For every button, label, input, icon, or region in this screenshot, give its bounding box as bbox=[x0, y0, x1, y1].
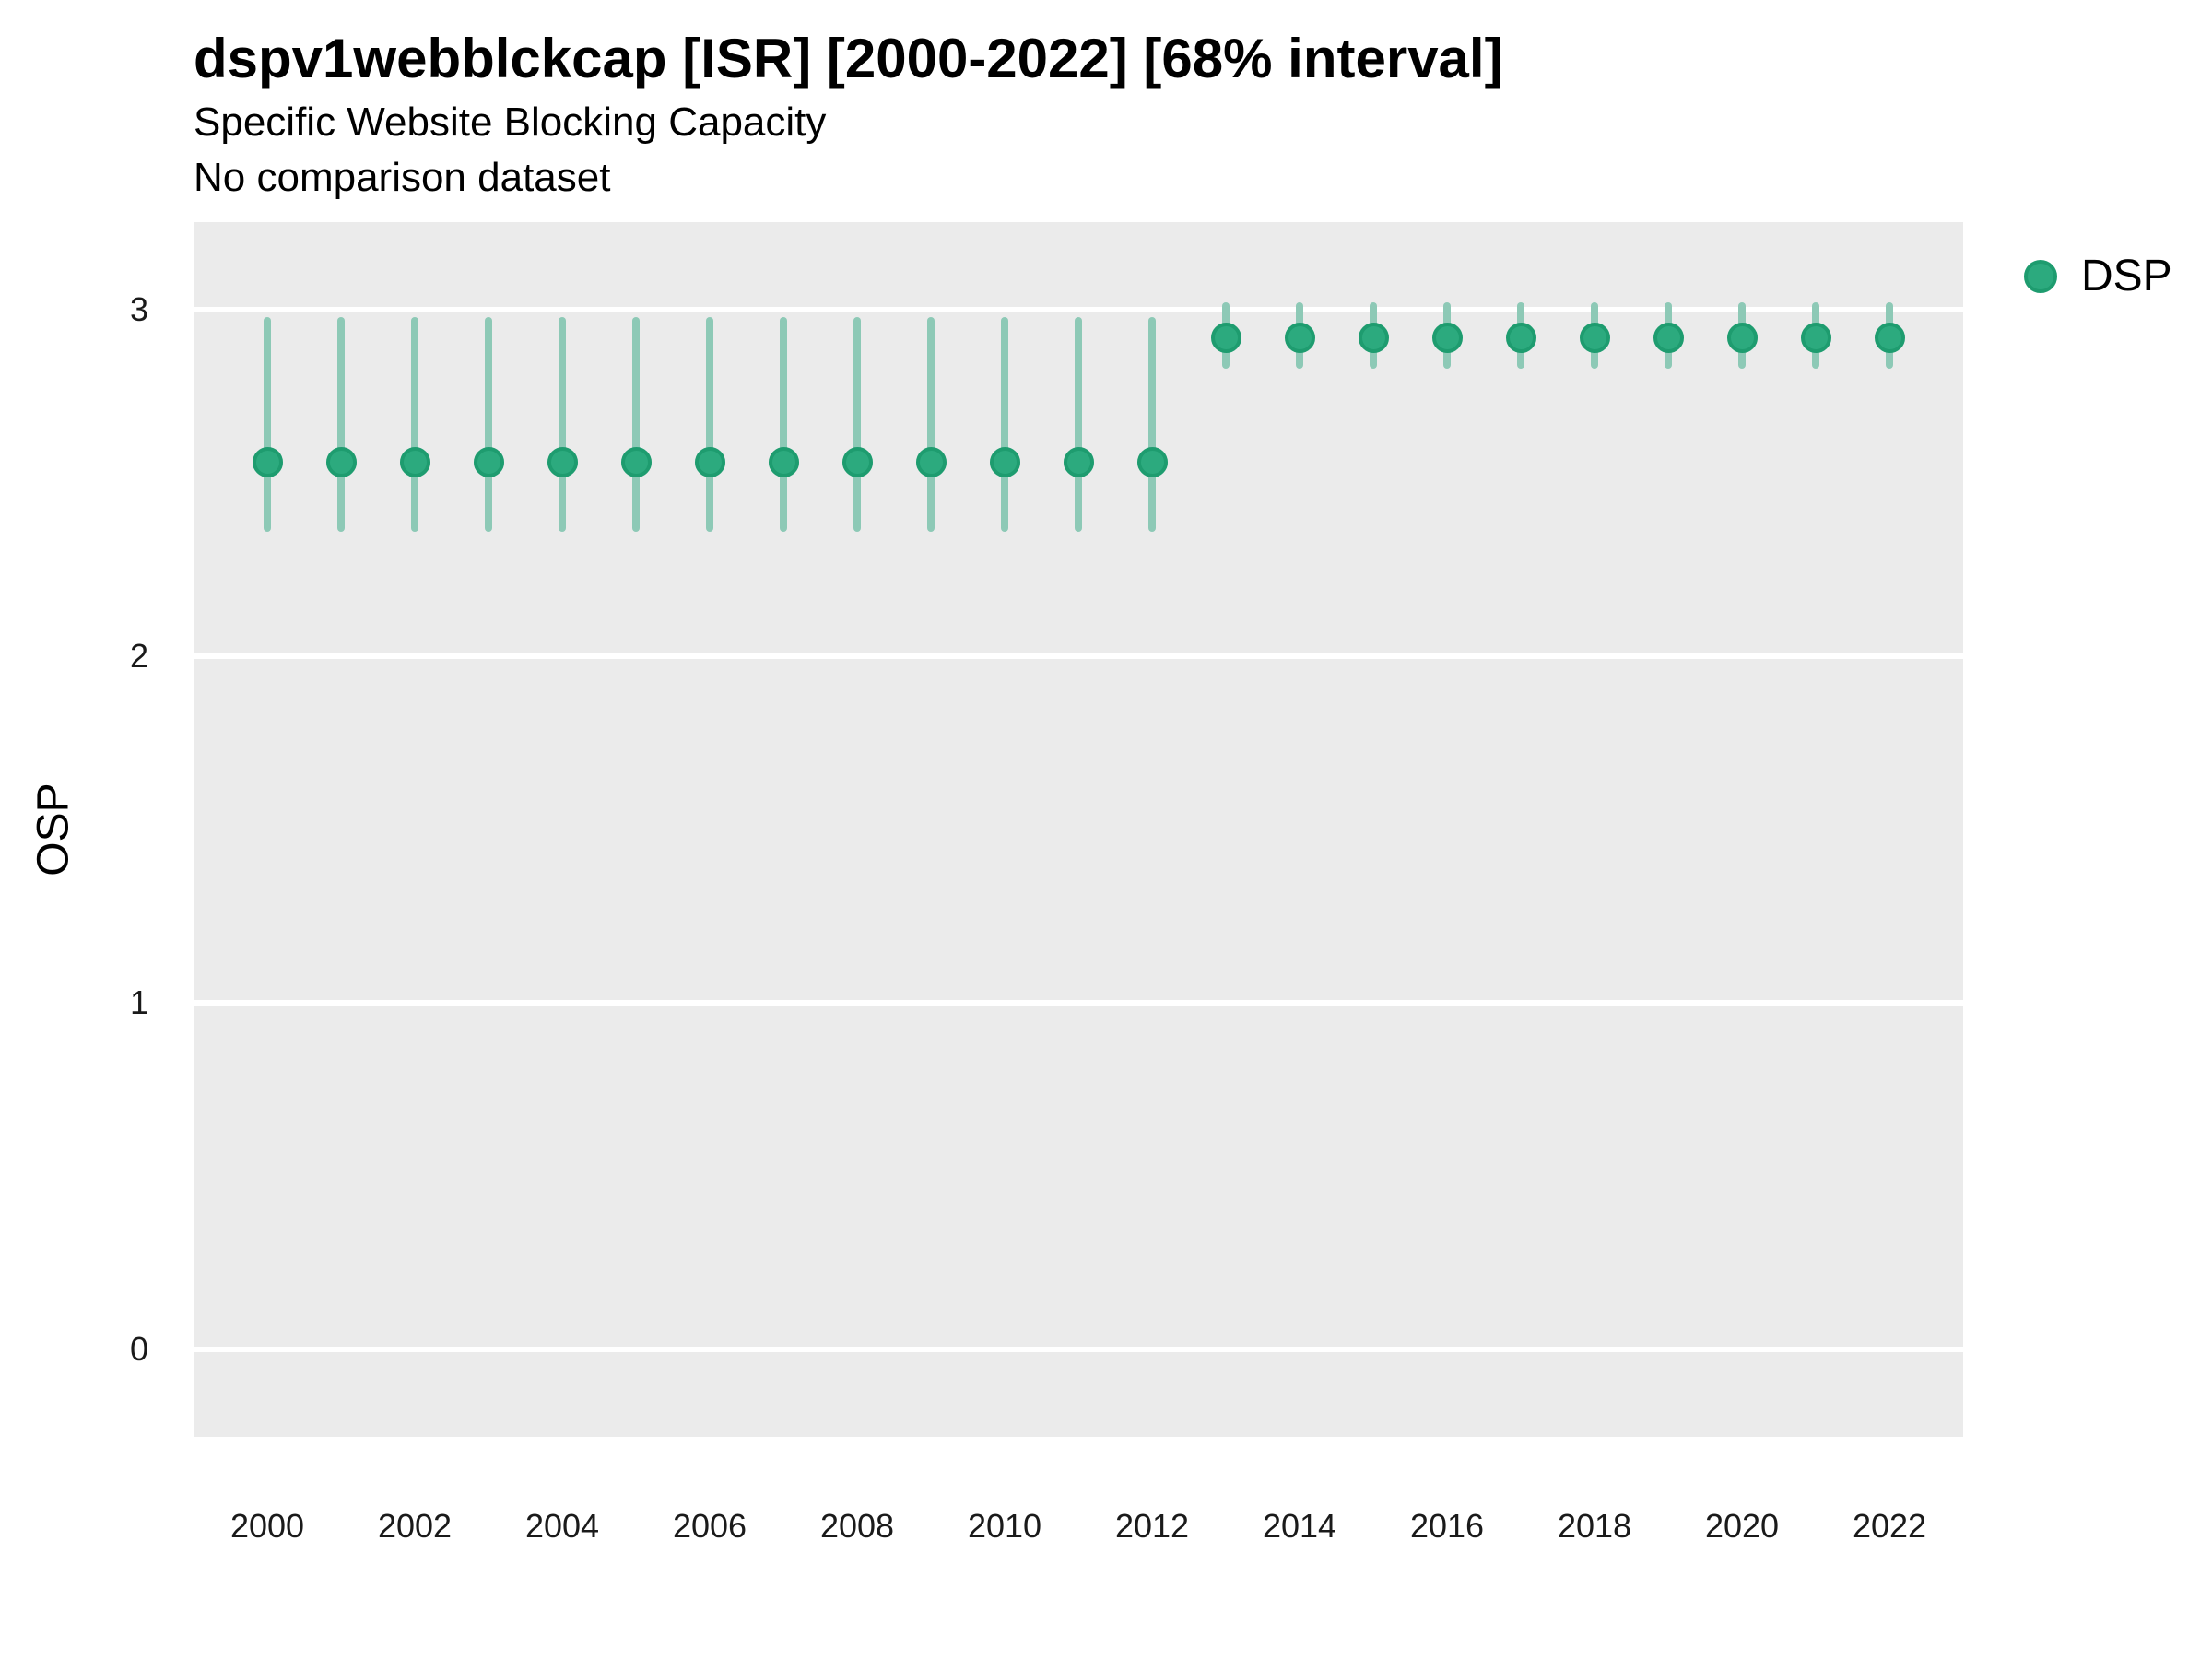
x-tick-label: 2000 bbox=[229, 1507, 305, 1545]
data-point bbox=[1800, 322, 1831, 353]
data-point bbox=[399, 446, 430, 477]
x-tick-label: 2004 bbox=[524, 1507, 600, 1545]
data-point bbox=[989, 446, 1020, 477]
x-tick-label: 2006 bbox=[672, 1507, 747, 1545]
interval-line bbox=[927, 316, 935, 532]
x-tick-label: 2002 bbox=[377, 1507, 453, 1545]
interval-line bbox=[1148, 316, 1156, 532]
data-point bbox=[1210, 322, 1241, 353]
interval-line bbox=[1001, 316, 1008, 532]
chart-title: dspv1webblckcap [ISR] [2000-2022] [68% i… bbox=[194, 28, 1503, 89]
plot-panel bbox=[194, 222, 1963, 1437]
interval-line bbox=[337, 316, 345, 532]
data-point bbox=[325, 446, 357, 477]
data-point bbox=[841, 446, 873, 477]
interval-line bbox=[706, 316, 713, 532]
data-point bbox=[1653, 322, 1684, 353]
x-tick-label: 2014 bbox=[1262, 1507, 1337, 1545]
x-tick-label: 2016 bbox=[1409, 1507, 1485, 1545]
data-point bbox=[547, 446, 578, 477]
interval-line bbox=[780, 316, 787, 532]
data-point bbox=[1136, 446, 1168, 477]
chart-subtitle: Specific Website Blocking Capacity bbox=[194, 100, 827, 145]
data-point bbox=[1505, 322, 1536, 353]
legend: DSP bbox=[2024, 251, 2172, 302]
x-tick-label: 2022 bbox=[1852, 1507, 1927, 1545]
data-point bbox=[252, 446, 283, 477]
legend-point-icon bbox=[2024, 260, 2057, 293]
interval-line bbox=[1075, 316, 1082, 532]
x-tick-label: 2008 bbox=[819, 1507, 895, 1545]
data-point bbox=[620, 446, 652, 477]
data-point bbox=[768, 446, 799, 477]
data-point bbox=[915, 446, 947, 477]
interval-line bbox=[485, 316, 492, 532]
data-point bbox=[1063, 446, 1094, 477]
y-gridline bbox=[194, 653, 1963, 659]
y-tick-label: 0 bbox=[129, 1330, 148, 1368]
data-point bbox=[1579, 322, 1610, 353]
y-axis-title: OSP bbox=[29, 782, 78, 877]
x-tick-label: 2010 bbox=[967, 1507, 1042, 1545]
y-tick-label: 2 bbox=[129, 637, 148, 675]
interval-line bbox=[411, 316, 418, 532]
x-tick-label: 2012 bbox=[1114, 1507, 1190, 1545]
interval-line bbox=[632, 316, 640, 532]
interval-line bbox=[264, 316, 271, 532]
data-point bbox=[1726, 322, 1758, 353]
y-gridline bbox=[194, 1000, 1963, 1006]
legend-label: DSP bbox=[2081, 252, 2172, 300]
data-point bbox=[473, 446, 504, 477]
y-gridline bbox=[194, 1347, 1963, 1352]
y-tick-label: 3 bbox=[129, 290, 148, 328]
data-point bbox=[1431, 322, 1463, 353]
x-tick-label: 2020 bbox=[1704, 1507, 1780, 1545]
y-tick-label: 1 bbox=[129, 983, 148, 1021]
y-gridline bbox=[194, 307, 1963, 312]
data-point bbox=[1358, 322, 1389, 353]
interval-line bbox=[853, 316, 861, 532]
data-point bbox=[1874, 322, 1905, 353]
interval-line bbox=[559, 316, 566, 532]
chart-note: No comparison dataset bbox=[194, 155, 611, 200]
x-tick-label: 2018 bbox=[1557, 1507, 1632, 1545]
data-point bbox=[694, 446, 725, 477]
data-point bbox=[1284, 322, 1315, 353]
